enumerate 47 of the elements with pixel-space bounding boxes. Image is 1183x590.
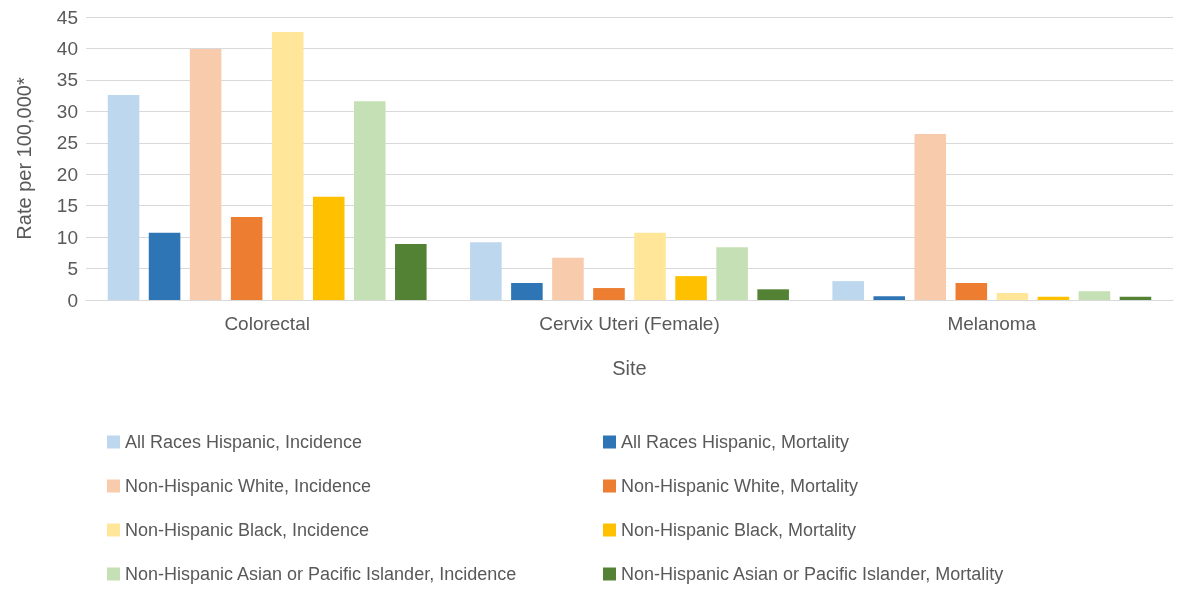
bar bbox=[230, 216, 263, 300]
y-tick-label: 10 bbox=[56, 226, 78, 248]
bar bbox=[757, 289, 789, 300]
bar bbox=[832, 281, 864, 300]
legend-label: Non-Hispanic Asian or Pacific Islander, Incidence bbox=[125, 564, 517, 584]
y-tick-label: 35 bbox=[56, 69, 78, 91]
bar bbox=[107, 94, 140, 300]
y-axis-title: Rate per 100,000* bbox=[13, 77, 35, 240]
y-tick-label: 25 bbox=[56, 132, 78, 154]
bar bbox=[675, 276, 707, 300]
legend-label: Non-Hispanic Black, Incidence bbox=[125, 520, 370, 540]
legend-label: Non-Hispanic Asian or Pacific Islander, Mortality bbox=[621, 564, 1004, 584]
y-tick-label: 5 bbox=[67, 258, 78, 280]
legend-label: Non-Hispanic White, Incidence bbox=[125, 476, 372, 496]
bar bbox=[312, 196, 345, 300]
bar bbox=[996, 293, 1029, 300]
x-tick-label: Melanoma bbox=[947, 313, 1037, 334]
y-tick-label: 20 bbox=[56, 163, 78, 185]
legend-label: Non-Hispanic Black, Mortality bbox=[621, 520, 857, 540]
bar bbox=[1119, 296, 1152, 300]
bar bbox=[148, 232, 181, 300]
bar bbox=[189, 49, 222, 300]
bar bbox=[593, 288, 625, 300]
x-tick-label: Colorectal bbox=[224, 313, 310, 334]
y-tick-label: 30 bbox=[56, 100, 78, 122]
y-tick-label: 15 bbox=[56, 195, 78, 217]
y-tick-label: 0 bbox=[67, 289, 78, 311]
bar bbox=[511, 283, 543, 300]
bar bbox=[395, 244, 427, 300]
bar bbox=[955, 283, 988, 300]
x-tick-label: Cervix Uteri (Female) bbox=[539, 313, 720, 334]
bar bbox=[1037, 296, 1070, 300]
bar bbox=[716, 247, 748, 300]
y-tick-label: 40 bbox=[56, 37, 78, 59]
bar bbox=[873, 296, 906, 300]
bar bbox=[914, 133, 947, 300]
bar bbox=[470, 242, 502, 300]
y-tick-label: 45 bbox=[56, 6, 78, 28]
bar bbox=[634, 232, 666, 300]
legend-label: Non-Hispanic White, Mortality bbox=[621, 476, 859, 496]
bar bbox=[552, 257, 584, 300]
bar bbox=[1078, 291, 1111, 300]
bar bbox=[353, 101, 386, 300]
bar bbox=[271, 32, 304, 300]
legend-label: All Races Hispanic, Incidence bbox=[125, 432, 363, 452]
legend-label: All Races Hispanic, Mortality bbox=[621, 432, 850, 452]
x-axis-title: Site bbox=[612, 357, 647, 379]
